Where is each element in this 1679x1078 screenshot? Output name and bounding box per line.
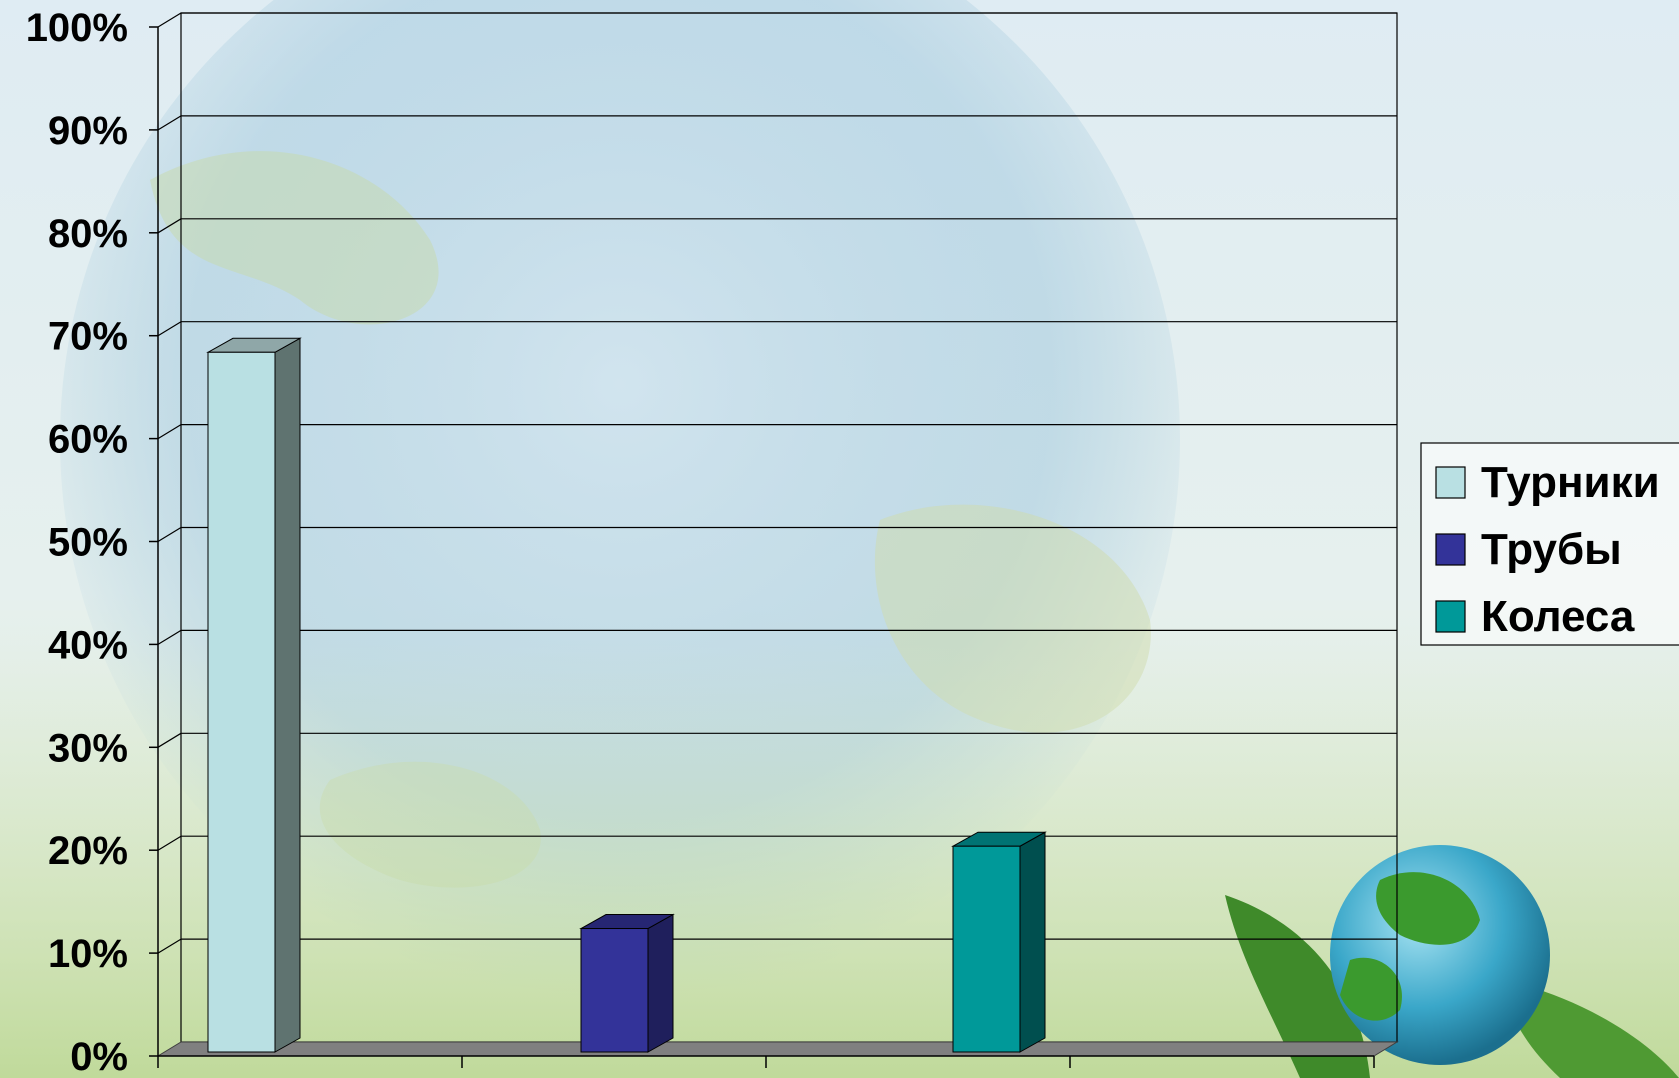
y-tick-label: 70%	[48, 315, 128, 359]
y-tick-label: 100%	[26, 6, 128, 50]
gridlines	[157, 12, 1397, 954]
gridline-side	[157, 12, 182, 28]
legend-label: Трубы	[1481, 525, 1622, 574]
gridline-side	[157, 218, 182, 234]
y-tick-label: 50%	[48, 521, 128, 565]
legend-swatch	[1435, 466, 1466, 499]
y-tick-label: 60%	[48, 418, 128, 462]
y-tick-label: 80%	[48, 212, 128, 256]
chart-floor	[156, 1041, 1399, 1057]
y-tick-label: 40%	[48, 623, 128, 667]
gridline-side	[157, 115, 182, 131]
gridline-side	[157, 424, 182, 440]
bar-front	[207, 351, 276, 1053]
gridline-side	[157, 835, 182, 851]
bar-1	[206, 337, 302, 1053]
legend: Турники Трубы Колеса	[1420, 442, 1679, 646]
legend-item: Колеса	[1435, 592, 1635, 641]
y-tick-label: 20%	[48, 829, 128, 873]
bar-2	[579, 913, 675, 1053]
x-axis	[157, 1055, 1375, 1068]
plot-area	[156, 12, 1399, 1057]
y-tick-label: 10%	[48, 932, 128, 976]
gridline-side	[157, 938, 182, 954]
gridline-side	[157, 732, 182, 748]
bars	[206, 337, 1047, 1053]
bar-side	[647, 913, 674, 1053]
legend-swatch	[1435, 533, 1466, 566]
bar-3	[951, 831, 1047, 1053]
legend-item: Турники	[1435, 458, 1660, 507]
gridline-side	[157, 321, 182, 337]
bar-front	[580, 928, 649, 1053]
bar-side	[274, 337, 301, 1053]
y-tick-label: 30%	[48, 726, 128, 770]
y-tick-label: 0%	[70, 1035, 128, 1078]
y-tick-label: 90%	[48, 109, 128, 153]
gridline-side	[157, 629, 182, 645]
gridline-side	[157, 526, 182, 543]
legend-label: Турники	[1481, 458, 1660, 507]
small-globe-icon	[1330, 845, 1550, 1065]
bar-side	[1019, 831, 1046, 1053]
legend-label: Колеса	[1481, 592, 1635, 641]
legend-item: Трубы	[1435, 525, 1622, 574]
legend-swatch	[1435, 600, 1466, 633]
y-axis: 0% 10% 20% 30% 40% 50% 60% 70% 80% 90% 100%	[26, 6, 159, 1078]
leaf-icon	[1225, 895, 1679, 1078]
bar-front	[952, 845, 1021, 1053]
